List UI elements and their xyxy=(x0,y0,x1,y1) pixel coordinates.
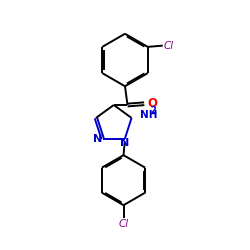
Text: O: O xyxy=(148,97,158,110)
Text: N: N xyxy=(120,138,130,148)
Text: N: N xyxy=(92,134,102,144)
Text: Cl: Cl xyxy=(118,219,128,229)
Text: Cl: Cl xyxy=(164,40,174,50)
Text: NH: NH xyxy=(140,110,157,120)
Text: 2: 2 xyxy=(150,106,156,116)
